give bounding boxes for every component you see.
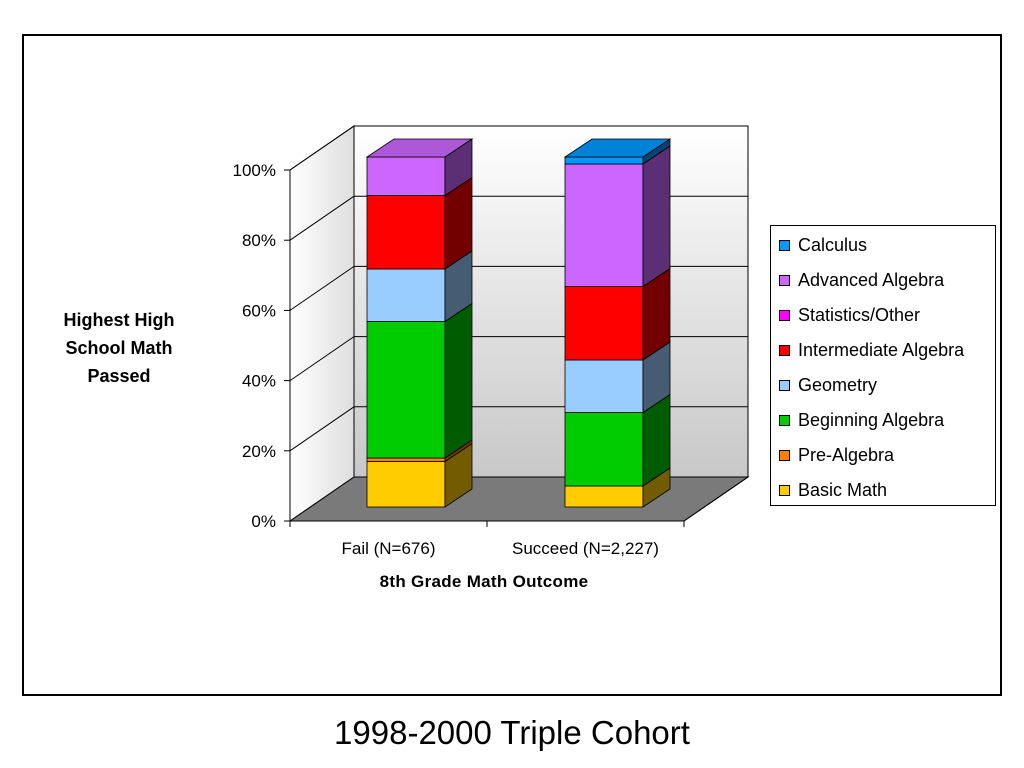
legend-swatch (779, 309, 790, 321)
bar-segment (564, 145, 671, 288)
bar-front (366, 461, 446, 508)
y-axis-title: Highest High School Math Passed (63, 310, 175, 386)
bar-front (366, 321, 446, 459)
chart-floor (288, 476, 750, 522)
bar-front (564, 163, 644, 287)
gridline-side (289, 195, 355, 241)
bar-front (564, 359, 644, 413)
gridline-side (289, 265, 355, 311)
bar-segment (564, 341, 671, 414)
legend-label: Intermediate Algebra (798, 339, 965, 360)
bar-front (366, 156, 446, 196)
y-tick-label: 60% (242, 301, 276, 320)
y-tick-label: 0% (251, 512, 276, 531)
legend-label: Calculus (798, 234, 868, 255)
legend-item: Advanced Algebra (779, 268, 944, 292)
legend-item: Basic Math (779, 478, 887, 502)
bar-front (366, 268, 446, 322)
legend-label: Beginning Algebra (798, 409, 945, 430)
legend-swatch (779, 449, 790, 461)
legend-swatch (779, 484, 790, 496)
legend-swatch (779, 344, 790, 356)
bar-front (564, 286, 644, 361)
bar-segment (366, 442, 473, 508)
gridline-side (289, 125, 355, 171)
bar-front (366, 457, 446, 462)
bar-segment (366, 302, 473, 459)
bar-front (564, 156, 644, 165)
floor-edge (683, 476, 749, 522)
legend-item: Intermediate Algebra (779, 338, 964, 362)
x-axis-title: 8th Grade Math Outcome (379, 572, 589, 591)
x-tick-label: Fail (N=676) (341, 539, 435, 558)
side-wall (289, 125, 355, 522)
legend-swatch (779, 239, 790, 251)
bar-side (444, 302, 473, 459)
bar-segment (564, 393, 671, 487)
legend-swatch (779, 274, 790, 286)
legend-label: Geometry (798, 374, 878, 395)
bar-segment (366, 176, 473, 270)
gridline-side (289, 336, 355, 382)
y-tick-label: 100% (233, 161, 276, 180)
legend-item: Statistics/Other (779, 303, 920, 327)
bar-segment (564, 467, 671, 508)
bar-side (642, 145, 671, 288)
legend-label: Statistics/Other (798, 304, 921, 325)
legend-item: Beginning Algebra (779, 408, 944, 432)
legend-item: Geometry (779, 373, 877, 397)
legend-item: Calculus (779, 233, 867, 257)
bar-top (563, 138, 672, 158)
bar-top (365, 138, 474, 158)
legend-label: Pre-Algebra (798, 444, 895, 465)
chart-legend: Calculus Advanced Algebra Statistics/Other… (770, 225, 996, 506)
legend-label: Advanced Algebra (798, 269, 945, 290)
legend-swatch (779, 379, 790, 391)
y-tick-label: 20% (242, 442, 276, 461)
slide-caption: 1998-2000 Triple Cohort (334, 714, 690, 751)
bar-front (366, 195, 446, 270)
bar-front (564, 412, 644, 487)
bar-segment (366, 250, 473, 323)
legend-item: Pre-Algebra (779, 443, 894, 467)
y-tick-label: 40% (242, 372, 276, 391)
y-tick-label: 80% (242, 231, 276, 250)
x-tick-label: Succeed (N=2,227) (512, 539, 659, 558)
gridline-side (289, 406, 355, 452)
legend-swatch (779, 414, 790, 426)
legend-label: Basic Math (798, 479, 888, 500)
bar-segment (564, 267, 671, 361)
bar-front (564, 485, 644, 508)
